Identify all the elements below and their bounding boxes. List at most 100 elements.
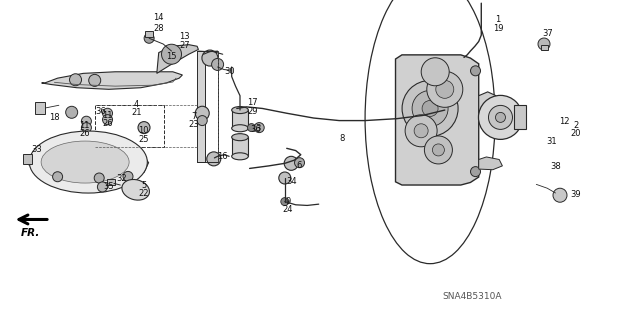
Circle shape bbox=[202, 50, 218, 66]
Polygon shape bbox=[396, 55, 479, 185]
Text: 2: 2 bbox=[573, 121, 579, 130]
Circle shape bbox=[470, 167, 481, 177]
Text: 28: 28 bbox=[154, 24, 164, 33]
Circle shape bbox=[102, 108, 113, 118]
Ellipse shape bbox=[41, 141, 129, 183]
Bar bbox=[95, 105, 164, 147]
Text: 26: 26 bbox=[79, 129, 90, 138]
Text: 4: 4 bbox=[134, 100, 139, 109]
Circle shape bbox=[94, 173, 104, 183]
Text: 29: 29 bbox=[247, 107, 257, 115]
Circle shape bbox=[138, 122, 150, 134]
Circle shape bbox=[421, 58, 449, 86]
Circle shape bbox=[279, 172, 291, 184]
Circle shape bbox=[89, 74, 100, 86]
Bar bbox=[35, 102, 45, 114]
Text: 11: 11 bbox=[79, 121, 90, 130]
Text: 25: 25 bbox=[138, 135, 148, 144]
Text: 16: 16 bbox=[218, 152, 228, 161]
Text: 35: 35 bbox=[104, 182, 114, 191]
Circle shape bbox=[81, 116, 92, 126]
Text: 38: 38 bbox=[550, 162, 561, 171]
Circle shape bbox=[81, 122, 92, 133]
Text: 12: 12 bbox=[559, 117, 570, 126]
Circle shape bbox=[470, 66, 481, 76]
Circle shape bbox=[97, 182, 108, 192]
Circle shape bbox=[123, 171, 133, 182]
Polygon shape bbox=[42, 72, 182, 89]
Polygon shape bbox=[232, 137, 248, 156]
Text: 5: 5 bbox=[141, 181, 147, 190]
Text: 36: 36 bbox=[96, 107, 106, 116]
Circle shape bbox=[197, 115, 207, 126]
Text: 32: 32 bbox=[116, 174, 127, 183]
Text: 34: 34 bbox=[286, 177, 296, 186]
Ellipse shape bbox=[232, 134, 248, 141]
Text: 14: 14 bbox=[154, 13, 164, 22]
Text: 15: 15 bbox=[166, 52, 176, 61]
Circle shape bbox=[195, 106, 209, 120]
Circle shape bbox=[144, 33, 154, 43]
Text: 13: 13 bbox=[179, 32, 189, 41]
Text: 19: 19 bbox=[493, 24, 503, 33]
Ellipse shape bbox=[232, 125, 248, 132]
Text: FR.: FR. bbox=[21, 228, 40, 238]
Text: 39: 39 bbox=[571, 190, 581, 199]
Bar bbox=[107, 180, 115, 185]
Circle shape bbox=[427, 71, 463, 107]
Text: SNA4B5310A: SNA4B5310A bbox=[443, 292, 502, 300]
Circle shape bbox=[422, 100, 438, 116]
Text: 20: 20 bbox=[571, 129, 581, 138]
Text: 9: 9 bbox=[285, 197, 291, 206]
Circle shape bbox=[495, 112, 506, 122]
Circle shape bbox=[424, 136, 452, 164]
Text: 37: 37 bbox=[542, 29, 552, 38]
Circle shape bbox=[405, 115, 437, 147]
Polygon shape bbox=[157, 45, 198, 73]
Text: 22: 22 bbox=[139, 189, 149, 198]
Circle shape bbox=[488, 105, 513, 130]
Bar bbox=[514, 105, 525, 130]
Circle shape bbox=[294, 158, 305, 168]
Circle shape bbox=[414, 124, 428, 138]
Circle shape bbox=[66, 106, 77, 118]
Circle shape bbox=[553, 188, 567, 202]
Polygon shape bbox=[24, 145, 148, 179]
Polygon shape bbox=[479, 157, 502, 170]
Text: 30: 30 bbox=[224, 67, 234, 76]
Bar bbox=[145, 32, 153, 37]
Circle shape bbox=[433, 144, 444, 156]
Text: 11: 11 bbox=[102, 111, 113, 120]
Text: 3: 3 bbox=[255, 124, 260, 133]
Circle shape bbox=[281, 197, 289, 206]
Text: 24: 24 bbox=[283, 205, 293, 214]
Text: 17: 17 bbox=[247, 98, 257, 107]
Text: 23: 23 bbox=[189, 120, 199, 129]
Text: 7: 7 bbox=[191, 112, 196, 121]
Circle shape bbox=[102, 115, 113, 125]
Circle shape bbox=[538, 38, 550, 50]
Polygon shape bbox=[479, 92, 498, 115]
Ellipse shape bbox=[122, 180, 150, 200]
Polygon shape bbox=[232, 110, 248, 128]
Text: 8: 8 bbox=[340, 134, 345, 143]
Text: 21: 21 bbox=[131, 108, 141, 117]
Text: 33: 33 bbox=[32, 145, 42, 154]
Circle shape bbox=[161, 44, 182, 64]
Circle shape bbox=[402, 80, 458, 137]
Circle shape bbox=[212, 58, 223, 70]
Circle shape bbox=[412, 91, 448, 126]
Polygon shape bbox=[197, 51, 205, 162]
Circle shape bbox=[284, 156, 298, 170]
Text: 6: 6 bbox=[297, 161, 302, 170]
Circle shape bbox=[52, 172, 63, 182]
Text: 26: 26 bbox=[102, 119, 113, 128]
Circle shape bbox=[479, 95, 522, 139]
Circle shape bbox=[70, 74, 81, 86]
Text: 1: 1 bbox=[495, 15, 500, 24]
Bar bbox=[23, 154, 32, 164]
Bar bbox=[541, 45, 547, 50]
Ellipse shape bbox=[232, 153, 248, 160]
Ellipse shape bbox=[29, 131, 147, 193]
Text: 10: 10 bbox=[138, 126, 148, 135]
